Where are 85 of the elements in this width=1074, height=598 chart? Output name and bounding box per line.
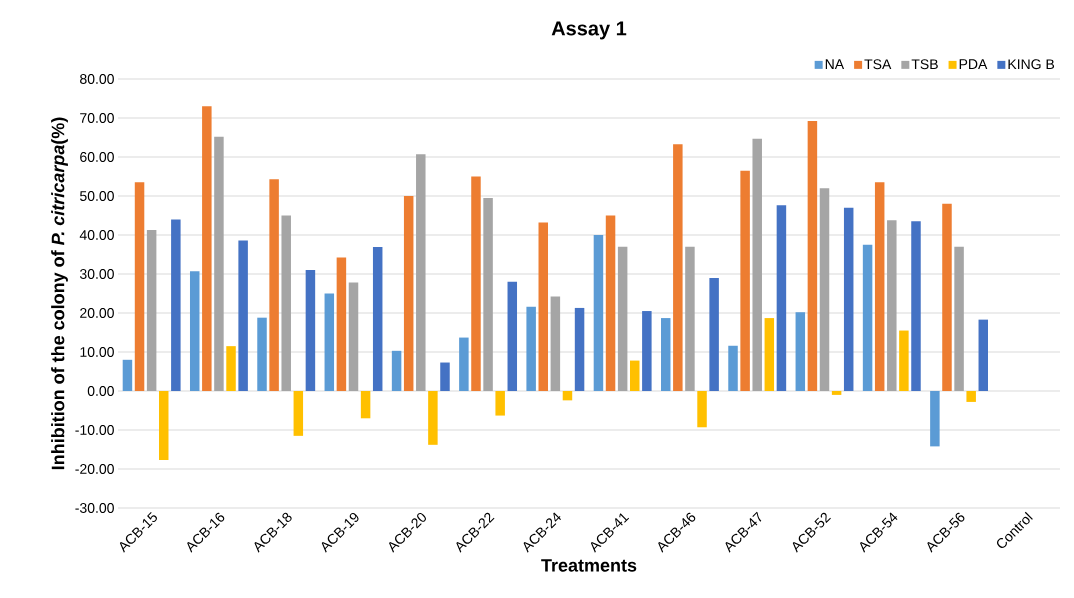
bar [202, 106, 212, 391]
bar [391, 350, 402, 391]
bar [831, 391, 842, 395]
legend-label: NA [825, 59, 845, 69]
bar [942, 203, 952, 391]
bar [887, 220, 897, 391]
bar [819, 188, 830, 391]
bar [807, 121, 818, 391]
bar [954, 246, 964, 391]
bar [617, 246, 628, 391]
y-tick-label: -20.00 [75, 464, 114, 474]
x-axis-title: Treatments [541, 559, 637, 572]
bar [348, 282, 359, 391]
bar [526, 306, 536, 391]
chart-title: Assay 1 [551, 21, 627, 40]
legend-label: PDA [959, 59, 988, 69]
y-tick-label: -30.00 [75, 503, 114, 513]
bar [293, 391, 304, 436]
y-tick-label: -10.00 [75, 425, 114, 435]
bar [574, 307, 585, 391]
bar [593, 235, 604, 391]
bar [214, 136, 224, 391]
bar [440, 362, 450, 391]
bar [134, 182, 145, 391]
y-axis-title: Inhibition of the colony of P. citricarpa(%) [51, 117, 68, 470]
bar [403, 196, 414, 391]
legend-label: KING B [1008, 59, 1055, 70]
bar [630, 360, 640, 391]
bar [562, 391, 573, 401]
bar [978, 319, 989, 391]
y-tick-label: 50.00 [80, 191, 114, 201]
bar [483, 197, 493, 391]
y-tick-label: 30.00 [79, 269, 114, 279]
y-tick-label: 20.00 [80, 308, 114, 318]
bar [899, 330, 909, 391]
bar [966, 391, 976, 402]
bar [189, 271, 200, 391]
bar [257, 317, 267, 391]
bar [776, 205, 787, 391]
bar [752, 138, 762, 391]
bar [764, 318, 775, 391]
bar [709, 277, 719, 391]
bar [324, 293, 335, 391]
bar [146, 229, 157, 391]
bar [495, 391, 505, 416]
bar [673, 144, 683, 391]
bar [459, 337, 469, 391]
bar [660, 318, 671, 391]
bar [874, 182, 885, 391]
bar [862, 244, 873, 391]
bar [605, 215, 616, 391]
y-tick-label: 60.00 [80, 152, 114, 162]
bar [269, 179, 279, 391]
bar [642, 311, 652, 391]
bar [843, 207, 854, 391]
bar [336, 257, 347, 391]
bar [930, 391, 940, 447]
bar [305, 270, 316, 391]
bar [795, 312, 806, 391]
bar [360, 391, 371, 419]
bar [550, 296, 561, 391]
y-tick-label: 0.00 [87, 386, 114, 396]
bar [538, 222, 549, 391]
bar [471, 176, 481, 391]
y-tick-label: 80.00 [80, 74, 114, 84]
bar [122, 359, 133, 391]
bar [416, 154, 426, 391]
y-tick-label: 40.00 [79, 230, 114, 240]
legend-label: TSA [864, 59, 892, 70]
bar [372, 247, 383, 391]
y-tick-label: 70.00 [80, 113, 114, 123]
bar [428, 391, 438, 445]
bar [158, 391, 169, 461]
bar [171, 219, 181, 391]
bar [911, 221, 921, 391]
bar [697, 391, 707, 428]
bar [226, 346, 236, 391]
bar [740, 170, 750, 391]
bar [238, 240, 248, 391]
bar [685, 246, 695, 391]
bar [281, 215, 291, 391]
bar [728, 345, 738, 391]
y-tick-label: 10.00 [80, 347, 114, 357]
bar [507, 281, 518, 391]
legend-label: TSB [911, 59, 938, 70]
